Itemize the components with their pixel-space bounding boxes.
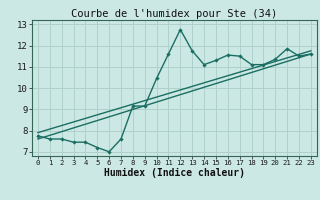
X-axis label: Humidex (Indice chaleur): Humidex (Indice chaleur) [104,168,245,178]
Title: Courbe de l'humidex pour Ste (34): Courbe de l'humidex pour Ste (34) [71,9,277,19]
